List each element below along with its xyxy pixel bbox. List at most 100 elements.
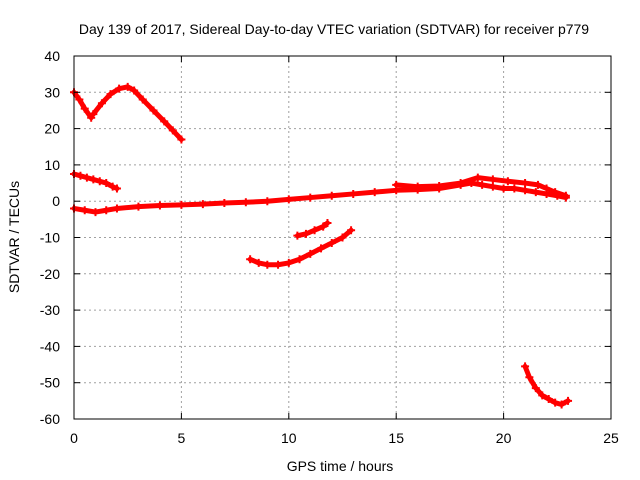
data-point: [533, 180, 542, 189]
data-point: [310, 226, 319, 235]
data-series: [70, 82, 573, 409]
data-point: [106, 90, 115, 99]
data-point: [76, 171, 85, 180]
x-axis: 0 5 10 15 20 25: [70, 56, 619, 446]
data-point: [413, 182, 422, 191]
data-point: [155, 201, 164, 210]
y-axis-label: SDTVAR / TECUs: [6, 181, 22, 293]
data-point: [488, 182, 497, 191]
data-point: [301, 229, 310, 238]
data-point: [177, 135, 186, 144]
data-point: [149, 106, 158, 115]
y-tick-label: -20: [40, 266, 60, 282]
data-point: [274, 260, 283, 269]
data-point: [295, 255, 304, 264]
data-point: [263, 197, 272, 206]
data-point: [488, 175, 497, 184]
data-point: [112, 204, 121, 213]
data-point: [102, 206, 111, 215]
data-point: [349, 189, 358, 198]
y-tick-label: -40: [40, 338, 60, 354]
data-point: [478, 180, 487, 189]
data-point: [542, 184, 551, 193]
y-tick-label: 0: [52, 193, 60, 209]
data-point: [327, 238, 336, 247]
y-tick-label: -50: [40, 375, 60, 391]
data-point: [263, 260, 272, 269]
x-axis-label: GPS time / hours: [287, 458, 394, 474]
data-point: [293, 231, 302, 240]
data-point: [557, 400, 566, 409]
y-tick-label: -30: [40, 302, 60, 318]
x-tick-label: 5: [178, 430, 186, 446]
data-point: [160, 117, 169, 126]
series-trace: [71, 89, 94, 121]
data-point: [531, 188, 540, 197]
y-tick-label: -60: [40, 411, 60, 427]
x-tick-label: 25: [603, 430, 619, 446]
data-point: [521, 362, 530, 371]
x-tick-label: 0: [70, 430, 78, 446]
chart-title: Day 139 of 2017, Sidereal Day-to-day VTE…: [79, 21, 589, 37]
data-point: [177, 200, 186, 209]
data-point: [521, 179, 530, 188]
data-point: [97, 99, 106, 108]
y-tick-label: -10: [40, 230, 60, 246]
data-point: [220, 199, 229, 208]
grid-lines: [74, 56, 611, 419]
data-point: [503, 177, 512, 186]
data-point: [89, 110, 98, 119]
data-point: [284, 258, 293, 267]
data-point: [306, 193, 315, 202]
data-point: [91, 208, 100, 217]
data-point: [338, 233, 347, 242]
data-point: [510, 184, 519, 193]
series-arc-8: [521, 362, 573, 409]
data-point: [75, 95, 84, 104]
data-point: [551, 398, 560, 407]
data-point: [134, 202, 143, 211]
data-point: [317, 244, 326, 253]
y-tick-label: 30: [44, 84, 60, 100]
data-point: [435, 181, 444, 190]
data-point: [95, 177, 104, 186]
data-point: [392, 180, 401, 189]
data-point: [138, 95, 147, 104]
data-point: [564, 396, 573, 405]
data-point: [531, 384, 540, 393]
data-point: [80, 104, 89, 113]
data-point: [82, 173, 91, 182]
data-point: [551, 188, 560, 197]
data-point: [198, 200, 207, 209]
y-tick-label: 10: [44, 157, 60, 173]
x-tick-label: 15: [388, 430, 404, 446]
data-point: [327, 191, 336, 200]
data-point: [130, 86, 139, 95]
data-point: [544, 395, 553, 404]
data-point: [102, 179, 111, 188]
data-point: [456, 179, 465, 188]
data-point: [347, 226, 356, 235]
series-arc-2: [89, 82, 186, 144]
y-axis: 40 30 20 10 0 -10 -20 -30 -40 -50 -60: [40, 48, 611, 427]
data-point: [499, 184, 508, 193]
x-tick-label: 20: [496, 430, 512, 446]
data-point: [319, 222, 328, 231]
data-point: [284, 195, 293, 204]
series-arc-6: [246, 226, 356, 269]
data-point: [112, 184, 121, 193]
series-arc-7: [293, 218, 332, 240]
data-point: [123, 82, 132, 91]
data-point: [521, 186, 530, 195]
data-point: [473, 173, 482, 182]
data-point: [561, 191, 570, 200]
data-point: [323, 218, 332, 227]
y-tick-label: 20: [44, 121, 60, 137]
data-point: [80, 206, 89, 215]
data-point: [89, 175, 98, 184]
data-point: [538, 391, 547, 400]
data-point: [241, 198, 250, 207]
data-point: [246, 255, 255, 264]
series-arc-4: [70, 179, 570, 217]
